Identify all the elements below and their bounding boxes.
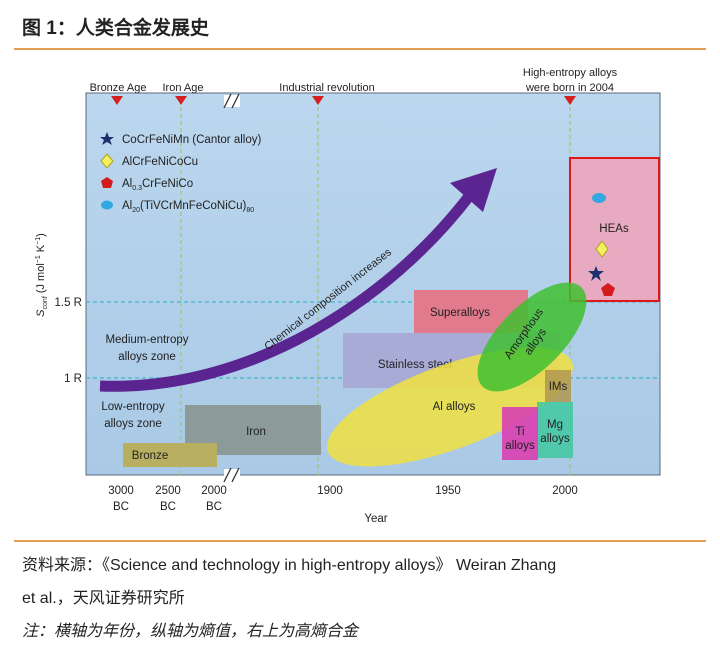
region-label: alloys [540, 433, 570, 445]
title: 图 1：人类合金发展史 [22, 16, 210, 39]
x-tick-label: 2500 [155, 485, 181, 497]
hea-ellipse [592, 193, 606, 203]
x-axis-label: Year [364, 513, 387, 525]
legend-label: AlCrFeNiCoCu [122, 156, 198, 168]
hea-star [588, 266, 604, 281]
arrow [99, 191, 475, 392]
y-axis-label: Sconf (J mol−1 K−1) [35, 233, 49, 317]
zone-label: Medium-entropy [105, 334, 188, 346]
x-tick-label: BC [206, 501, 222, 513]
region-label: alloys [505, 440, 535, 452]
hea-box [569, 157, 660, 302]
region-label: Mg [547, 419, 563, 431]
amorphous [477, 282, 587, 392]
sub: 20 [132, 207, 140, 214]
sup: −1 [35, 237, 42, 245]
t: CrFeNiCo [142, 178, 193, 190]
y-tick-label: 1 R [64, 373, 82, 385]
zone-label: Low-entropy [101, 401, 165, 413]
ims [545, 370, 571, 402]
t: Al [122, 178, 132, 190]
ti-alloys [502, 407, 538, 460]
marker-label: Bronze Age [90, 82, 147, 94]
t: (TiVCrMnFeCoNiCu) [140, 200, 246, 212]
legend-diamond [100, 153, 114, 169]
x-tick-label: BC [113, 501, 129, 513]
x-tick-label: 3000 [108, 485, 134, 497]
x-tick-label: 2000 [552, 485, 578, 497]
era-markers [111, 96, 576, 105]
sup: −1 [35, 255, 42, 263]
marker-label: Industrial revolution [279, 82, 374, 94]
x-tick-label: BC [160, 501, 176, 513]
hea-diamond [595, 240, 609, 258]
legend-ellipse [101, 200, 113, 210]
source: et al.，天风证券研究所 [22, 589, 185, 607]
region-label: Stainless steel [378, 359, 452, 371]
marker-label: High-entropy alloys [523, 67, 618, 79]
sub: 80 [246, 207, 254, 214]
sub: conf [42, 296, 49, 309]
bronze [123, 443, 217, 467]
marker-label: Iron Age [163, 82, 204, 94]
legend-label: Al20(TiVCrMnFeCoNiCu)80 [122, 200, 254, 214]
marker-label: were born in 2004 [525, 82, 614, 94]
region-label: Superalloys [430, 307, 490, 319]
t: K [35, 244, 47, 255]
t: Al [122, 200, 132, 212]
t: ) [35, 233, 47, 237]
legend-label: CoCrFeNiMn (Cantor alloy) [122, 134, 261, 146]
x-tick-label: 1900 [317, 485, 343, 497]
hea-pentagon [601, 283, 615, 296]
mg-alloys [537, 402, 573, 458]
legend-label: Al0.3CrFeNiCo [122, 178, 193, 192]
axis-break [223, 93, 240, 483]
x-tick-label: 1950 [435, 485, 461, 497]
region-label: HEAs [599, 223, 629, 235]
zone-label: alloys zone [104, 418, 162, 430]
t: S [35, 309, 47, 317]
t: (J mol [35, 263, 47, 296]
legend-pentagon [101, 177, 113, 188]
x-tick-label: 2000 [201, 485, 227, 497]
legend-star [100, 132, 114, 145]
source: 资料来源：《Science and technology in high-ent… [22, 556, 556, 574]
region-label: Ti [515, 426, 524, 438]
sub: 0.3 [132, 185, 142, 192]
zone-label: alloys zone [118, 351, 176, 363]
y-tick-label: 1.5 R [55, 297, 83, 309]
region-label: Bronze [132, 450, 168, 462]
arrow-head [450, 168, 497, 212]
note: 注：横轴为年份，纵轴为熵值，右上为高熵合金 [22, 622, 360, 640]
region-label: Al alloys [433, 401, 476, 413]
region-label: IMs [549, 381, 568, 393]
region-label: Iron [246, 426, 266, 438]
